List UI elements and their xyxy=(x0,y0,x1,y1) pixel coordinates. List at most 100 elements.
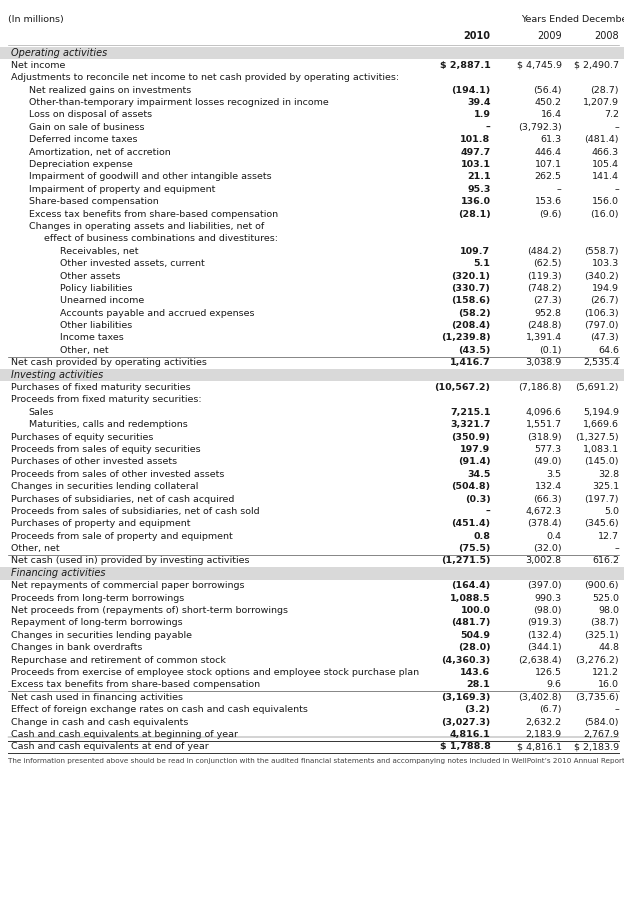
Text: 2,767.9: 2,767.9 xyxy=(583,730,619,739)
Text: Cash and cash equivalents at end of year: Cash and cash equivalents at end of year xyxy=(11,742,209,751)
Text: 1,551.7: 1,551.7 xyxy=(525,420,562,429)
Text: 61.3: 61.3 xyxy=(540,135,562,144)
Text: Adjustments to reconcile net income to net cash provided by operating activities: Adjustments to reconcile net income to n… xyxy=(11,73,399,82)
Text: (330.7): (330.7) xyxy=(452,284,490,293)
Text: Net repayments of commercial paper borrowings: Net repayments of commercial paper borro… xyxy=(11,581,245,590)
Text: Net cash provided by operating activities: Net cash provided by operating activitie… xyxy=(11,359,207,368)
Text: Other invested assets, current: Other invested assets, current xyxy=(60,259,205,268)
Text: Unearned income: Unearned income xyxy=(60,296,144,305)
Text: (47.3): (47.3) xyxy=(590,333,619,342)
Text: $ 4,816.1: $ 4,816.1 xyxy=(517,742,562,751)
Text: 132.4: 132.4 xyxy=(535,482,562,491)
Text: (481.7): (481.7) xyxy=(451,618,490,627)
FancyBboxPatch shape xyxy=(0,568,624,579)
Text: –: – xyxy=(614,705,619,714)
Text: –: – xyxy=(485,123,490,132)
Text: 4,672.3: 4,672.3 xyxy=(525,507,562,516)
Text: (98.0): (98.0) xyxy=(533,606,562,615)
Text: Gain on sale of business: Gain on sale of business xyxy=(29,123,144,132)
Text: (49.0): (49.0) xyxy=(533,458,562,467)
Text: (325.1): (325.1) xyxy=(585,631,619,640)
Text: (1,239.8): (1,239.8) xyxy=(441,333,490,342)
Text: Receivables, net: Receivables, net xyxy=(60,247,139,256)
Text: 2,183.9: 2,183.9 xyxy=(525,730,562,739)
Text: (32.0): (32.0) xyxy=(533,544,562,553)
Text: 4,816.1: 4,816.1 xyxy=(450,730,490,739)
Text: 5.1: 5.1 xyxy=(474,259,490,268)
Text: 3,038.9: 3,038.9 xyxy=(525,359,562,368)
Text: 616.2: 616.2 xyxy=(592,557,619,566)
Text: (208.4): (208.4) xyxy=(451,321,490,330)
Text: 100.0: 100.0 xyxy=(461,606,490,615)
Text: (558.7): (558.7) xyxy=(585,247,619,256)
Text: 446.4: 446.4 xyxy=(535,148,562,157)
Text: 1,416.7: 1,416.7 xyxy=(450,359,490,368)
Text: (3,027.3): (3,027.3) xyxy=(441,717,490,726)
Text: (345.6): (345.6) xyxy=(585,519,619,528)
Text: (16.0): (16.0) xyxy=(590,210,619,219)
Text: Proceeds from sales of other invested assets: Proceeds from sales of other invested as… xyxy=(11,469,225,478)
Text: Impairment of goodwill and other intangible assets: Impairment of goodwill and other intangi… xyxy=(29,172,271,181)
Text: 5,194.9: 5,194.9 xyxy=(583,408,619,417)
Text: Share-based compensation: Share-based compensation xyxy=(29,197,158,206)
Text: (3,402.8): (3,402.8) xyxy=(518,693,562,702)
Text: 39.4: 39.4 xyxy=(467,98,490,107)
Text: (344.1): (344.1) xyxy=(527,643,562,652)
Text: Operating activities: Operating activities xyxy=(11,48,107,58)
Text: $ 1,788.8: $ 1,788.8 xyxy=(439,742,490,751)
Text: 194.9: 194.9 xyxy=(592,284,619,293)
Text: Repayment of long-term borrowings: Repayment of long-term borrowings xyxy=(11,618,183,627)
Text: (27.3): (27.3) xyxy=(533,296,562,305)
Text: Policy liabilities: Policy liabilities xyxy=(60,284,132,293)
Text: (6.7): (6.7) xyxy=(539,705,562,714)
Text: 1,088.5: 1,088.5 xyxy=(450,594,490,603)
Text: Proceeds from sale of property and equipment: Proceeds from sale of property and equip… xyxy=(11,532,233,541)
Text: (3,169.3): (3,169.3) xyxy=(441,693,490,702)
Text: Financing activities: Financing activities xyxy=(11,569,105,578)
Text: (28.0): (28.0) xyxy=(458,643,490,652)
Text: Changes in securities lending payable: Changes in securities lending payable xyxy=(11,631,192,640)
Text: (3.2): (3.2) xyxy=(465,705,490,714)
Text: (378.4): (378.4) xyxy=(527,519,562,528)
Text: 990.3: 990.3 xyxy=(535,594,562,603)
Text: 450.2: 450.2 xyxy=(535,98,562,107)
Text: Sales: Sales xyxy=(29,408,54,417)
Text: 3,002.8: 3,002.8 xyxy=(525,557,562,566)
Text: Changes in operating assets and liabilities, net of: Changes in operating assets and liabilit… xyxy=(29,222,264,231)
Text: (158.6): (158.6) xyxy=(451,296,490,305)
Text: (38.7): (38.7) xyxy=(590,618,619,627)
Text: Other, net: Other, net xyxy=(60,346,109,355)
Text: –: – xyxy=(557,185,562,194)
Text: Purchases of equity securities: Purchases of equity securities xyxy=(11,432,154,441)
Text: Excess tax benefits from share-based compensation: Excess tax benefits from share-based com… xyxy=(29,210,278,219)
Text: (28.7): (28.7) xyxy=(590,86,619,95)
Text: (4,360.3): (4,360.3) xyxy=(441,656,490,665)
Text: (504.8): (504.8) xyxy=(451,482,490,491)
Text: Other-than-temporary impairment losses recognized in income: Other-than-temporary impairment losses r… xyxy=(29,98,328,107)
Text: Depreciation expense: Depreciation expense xyxy=(29,160,132,169)
Text: 7.2: 7.2 xyxy=(604,111,619,120)
Text: 153.6: 153.6 xyxy=(535,197,562,206)
Text: Change in cash and cash equivalents: Change in cash and cash equivalents xyxy=(11,717,188,726)
Text: Amortization, net of accretion: Amortization, net of accretion xyxy=(29,148,170,157)
Text: (145.0): (145.0) xyxy=(585,458,619,467)
Text: (132.4): (132.4) xyxy=(527,631,562,640)
Text: Purchases of subsidiaries, net of cash acquired: Purchases of subsidiaries, net of cash a… xyxy=(11,495,235,504)
Text: 0.8: 0.8 xyxy=(474,532,490,541)
Text: 1,207.9: 1,207.9 xyxy=(583,98,619,107)
Text: 156.0: 156.0 xyxy=(592,197,619,206)
Text: 103.1: 103.1 xyxy=(461,160,490,169)
Text: 4,096.6: 4,096.6 xyxy=(525,408,562,417)
Text: Years Ended December 31: Years Ended December 31 xyxy=(521,15,624,24)
Text: (3,276.2): (3,276.2) xyxy=(575,656,619,665)
Text: 9.6: 9.6 xyxy=(547,680,562,689)
Text: Repurchase and retirement of common stock: Repurchase and retirement of common stoc… xyxy=(11,656,226,665)
Text: 2,535.4: 2,535.4 xyxy=(583,359,619,368)
Text: (106.3): (106.3) xyxy=(585,309,619,318)
Text: (350.9): (350.9) xyxy=(452,432,490,441)
Text: (0.1): (0.1) xyxy=(539,346,562,355)
Text: 64.6: 64.6 xyxy=(598,346,619,355)
FancyBboxPatch shape xyxy=(0,369,624,381)
Text: 3.5: 3.5 xyxy=(547,469,562,478)
Text: 28.1: 28.1 xyxy=(467,680,490,689)
